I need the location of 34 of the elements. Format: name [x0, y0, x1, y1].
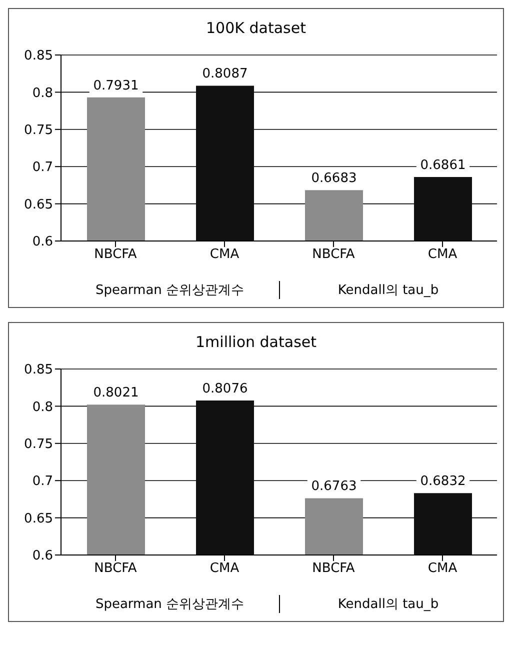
data-label: 0.6832: [420, 474, 466, 490]
data-label: 0.8021: [93, 386, 139, 401]
text: Kendall의 tau_b: [278, 281, 497, 299]
y-tick-label: 0.85: [24, 48, 53, 64]
y-tick-label: 0.7: [32, 160, 53, 176]
y-tick-label: 0.8: [32, 86, 53, 101]
x-tick-label: CMA: [428, 561, 458, 576]
y-tick-label: 0.65: [24, 197, 53, 212]
x-tick-label: NBCFA: [94, 561, 137, 576]
chart-title: 1million dataset: [194, 332, 318, 353]
y-tick-label: 0.75: [24, 437, 53, 452]
x-tick-label: NBCFA: [94, 247, 137, 262]
y-tick-label: 0.6: [32, 234, 53, 250]
y-tick-label: 0.75: [24, 123, 53, 138]
y-tick-label: 0.8: [32, 400, 53, 415]
chart-title: 100K dataset: [205, 18, 307, 39]
data-label: 0.6861: [420, 158, 466, 173]
y-tick-label: 0.6: [32, 548, 53, 564]
text: Kendall의 tau_b: [278, 595, 497, 613]
x-tick-label: CMA: [428, 247, 458, 262]
x-tick-label: CMA: [210, 561, 240, 576]
x-tick-label: NBCFA: [312, 247, 355, 262]
text: Spearman 순위상관계수: [94, 282, 246, 299]
x-tick-label: CMA: [210, 247, 240, 262]
y-tick-label: 0.7: [32, 474, 53, 490]
data-label: 0.8087: [202, 66, 248, 82]
x-tick-label: NBCFA: [312, 561, 355, 576]
text: Spearman 순위상관계수: [94, 596, 246, 613]
y-tick-label: 0.85: [24, 362, 53, 378]
data-label: 0.8076: [202, 382, 248, 397]
data-label: 0.7931: [93, 78, 139, 94]
data-label: 0.6763: [311, 479, 357, 494]
y-tick-label: 0.65: [24, 511, 53, 526]
data-label: 0.6683: [311, 171, 357, 186]
